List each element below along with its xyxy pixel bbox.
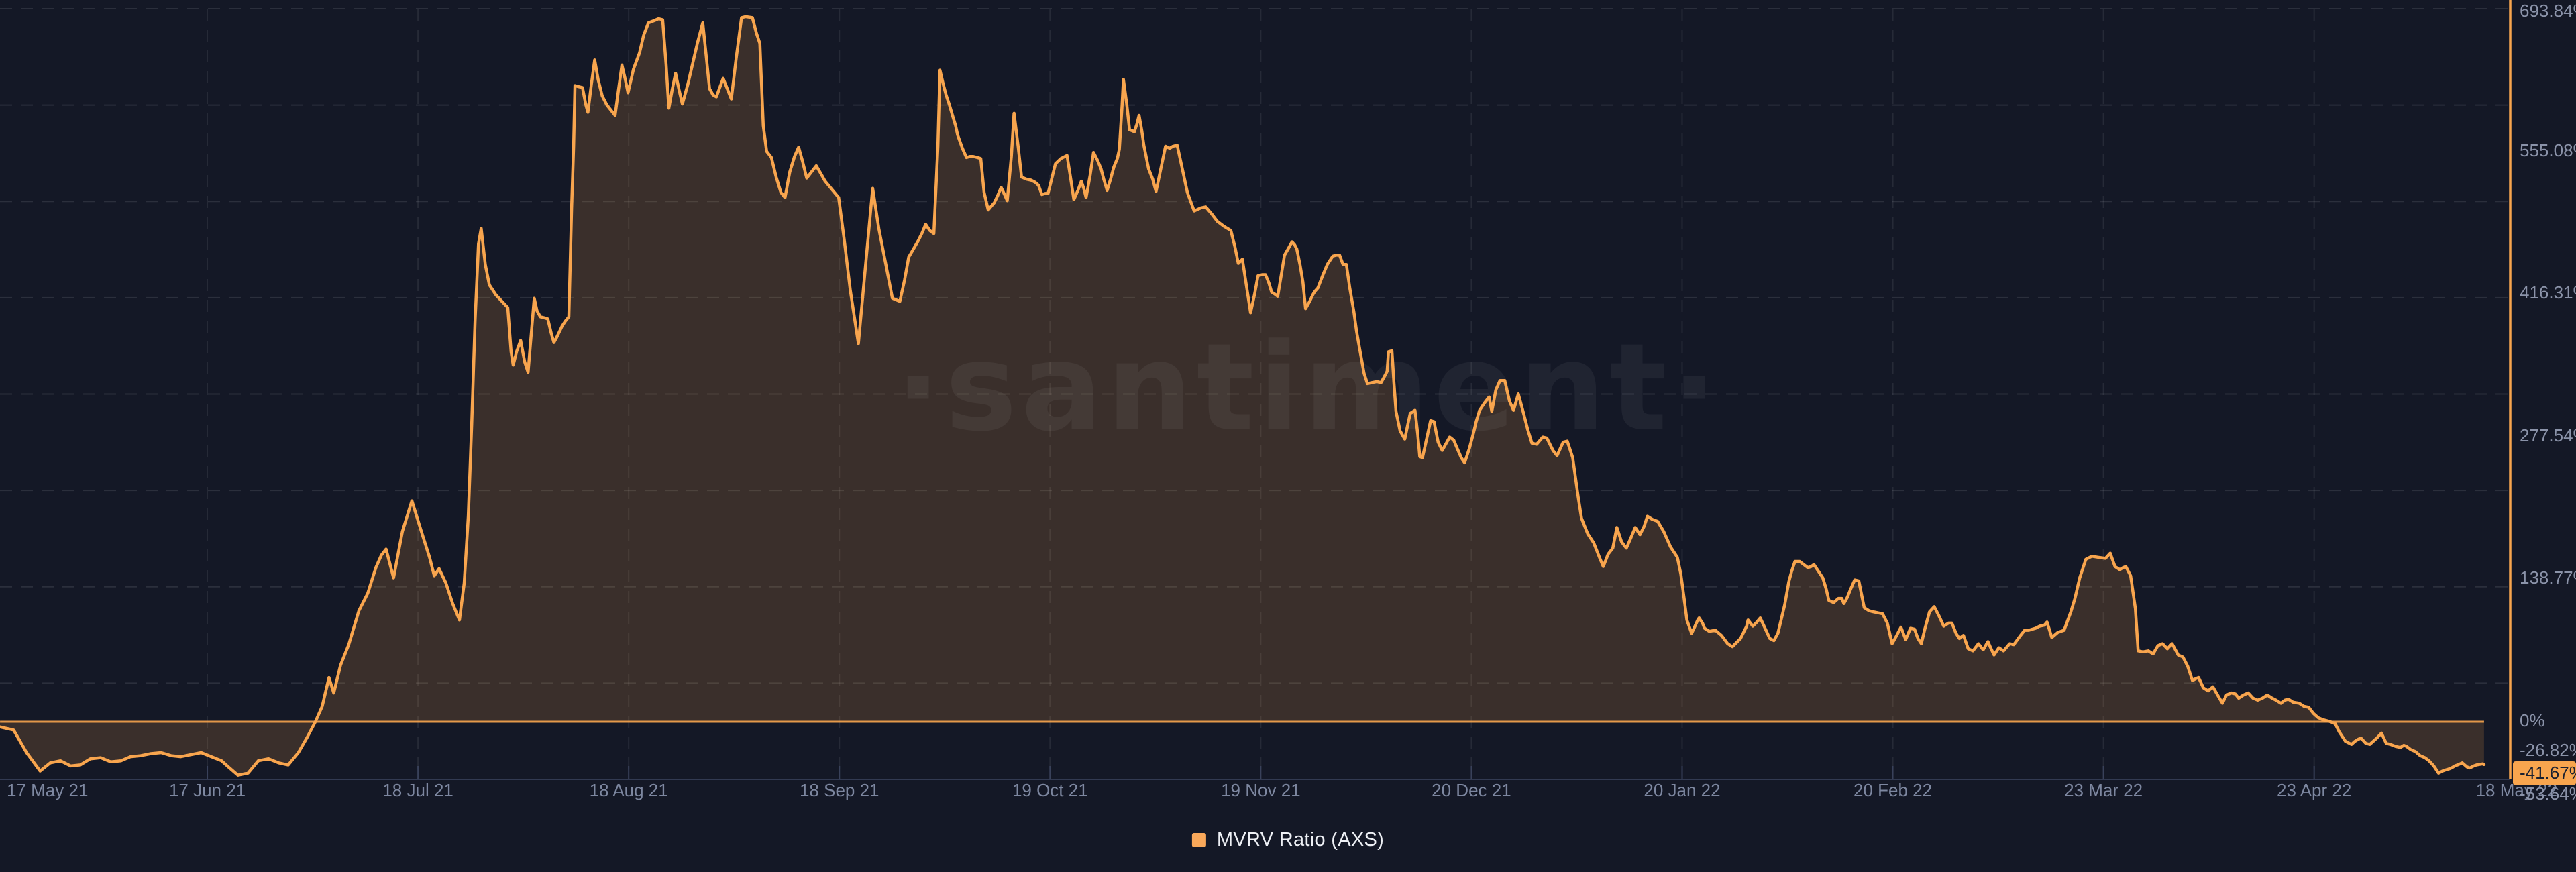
x-axis-label: 19 Nov 21: [1221, 780, 1301, 800]
current-value-text: -41.67%: [2520, 763, 2576, 783]
mvrv-line: [0, 15, 2486, 777]
x-axis-label: 18 Aug 21: [590, 780, 668, 800]
y-axis-label: 138.77%: [2520, 567, 2576, 588]
x-axis-label: 20 Feb 22: [1854, 780, 1932, 800]
current-value-badge: -41.67%: [2513, 761, 2576, 785]
legend-item-mvrv[interactable]: MVRV Ratio (AXS): [1191, 829, 1385, 851]
y-axis-label: 416.31%: [2520, 282, 2576, 303]
x-axis-label: 20 Dec 21: [1432, 780, 1511, 800]
x-axis-label: 23 Mar 22: [2064, 780, 2143, 800]
y-axis-label: -53.64%: [2520, 783, 2576, 804]
x-axis-label: 20 Jan 22: [1644, 780, 1720, 800]
y-axis-label: -26.82%: [2520, 740, 2576, 760]
y-axis-label: 693.84%: [2520, 1, 2576, 21]
x-axis-label: 18 Sep 21: [800, 780, 879, 800]
x-axis-label: 18 Jul 21: [382, 780, 453, 800]
x-axis-label: 23 Apr 22: [2277, 780, 2351, 800]
x-axis-label: 19 Oct 21: [1012, 780, 1088, 800]
y-axis-label: 0%: [2520, 710, 2545, 730]
x-axis: [0, 766, 2510, 780]
x-axis-label: 17 May 21: [7, 780, 88, 800]
vertical-gridlines: [207, 9, 2315, 779]
x-axis-label: 17 Jun 21: [169, 780, 246, 800]
horizontal-gridlines: [0, 8, 2508, 684]
y-axis-label: 277.54%: [2520, 425, 2576, 445]
y-axis-label: 555.08%: [2520, 140, 2576, 160]
y-axis-labels: 693.84% 555.08% 416.31% 277.54% 138.77% 0% -26…: [2520, 1, 2576, 804]
x-axis-labels: 17 May 21 17 Jun 21 18 Jul 21 18 Aug 21 18 S…: [7, 780, 2557, 800]
legend-swatch: [1191, 833, 1206, 847]
santiment-watermark: ·santiment·: [895, 318, 1721, 458]
mvrv-area-fill: [0, 16, 2484, 775]
legend-label: MVRV Ratio (AXS): [1216, 829, 1385, 851]
